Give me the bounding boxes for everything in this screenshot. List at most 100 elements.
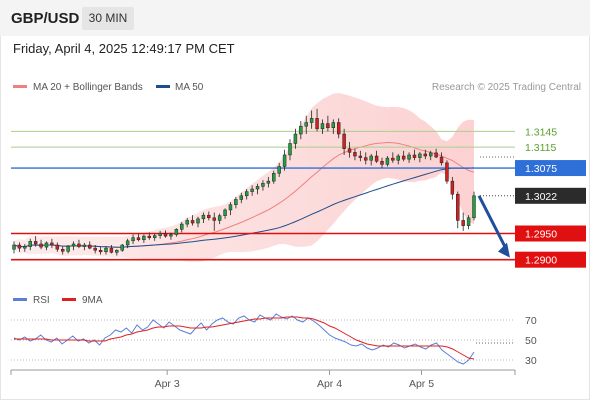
level-tag — [515, 251, 586, 268]
candle — [244, 189, 249, 200]
level-label: 1.3145 — [525, 126, 557, 138]
candle — [266, 176, 271, 188]
candle-body — [201, 214, 206, 220]
candle — [66, 245, 70, 254]
candle-body — [234, 199, 238, 205]
arrow-head — [498, 242, 510, 258]
candle — [33, 236, 38, 247]
candle-body — [207, 214, 211, 219]
timestamp: Friday, April 4, 2025 12:49:17 PM CET — [13, 41, 235, 56]
candle-body — [131, 237, 135, 242]
candle — [169, 232, 173, 240]
candle — [23, 243, 27, 252]
candle — [98, 246, 103, 255]
candle-body — [466, 217, 471, 226]
candle-body — [217, 215, 222, 221]
rsi-9ma-line — [14, 316, 475, 360]
candle-body — [98, 250, 103, 253]
candle — [342, 128, 346, 155]
candle — [239, 192, 244, 204]
candle-body — [282, 154, 287, 167]
candle-body — [147, 235, 152, 238]
candle-body — [347, 148, 352, 153]
candle-body — [299, 125, 303, 135]
candle-body — [109, 247, 114, 253]
candle-body — [369, 155, 373, 161]
candle — [450, 176, 455, 200]
candle-body — [266, 180, 271, 184]
candle-body — [277, 166, 281, 174]
candle-body — [169, 234, 173, 237]
candle-body — [385, 157, 390, 165]
candle-body — [423, 153, 428, 157]
candle-body — [185, 220, 189, 225]
candle-body — [82, 244, 87, 247]
level-label: 1.3075 — [525, 163, 557, 175]
candle — [331, 119, 336, 135]
candle-body — [136, 237, 141, 241]
candle — [396, 153, 400, 165]
candle-body — [336, 122, 341, 135]
candle — [60, 246, 65, 255]
candle-body — [450, 180, 455, 195]
candle-body — [152, 235, 157, 238]
candle-body — [391, 157, 395, 161]
candle — [104, 246, 108, 255]
candle-body — [50, 242, 54, 246]
candle — [174, 228, 179, 237]
candle — [439, 152, 444, 166]
candle-body — [331, 122, 336, 128]
candle-body — [309, 118, 314, 123]
rsi-tick-label: 50 — [525, 335, 537, 347]
candle-body — [374, 155, 379, 162]
candle-body — [17, 244, 22, 249]
candle — [17, 242, 22, 252]
candle — [358, 150, 363, 162]
candle — [136, 233, 141, 242]
level-label: 1.2950 — [525, 229, 557, 241]
candle-body — [401, 155, 406, 160]
candle-body — [396, 155, 400, 161]
candle — [250, 185, 254, 196]
candle — [423, 149, 428, 160]
bollinger-band — [14, 93, 474, 262]
timeframe-button[interactable]: 30 MIN — [82, 7, 134, 30]
chart-header: GBP/USD 30 MIN — [0, 0, 590, 36]
candle — [223, 208, 227, 219]
candle-body — [342, 133, 346, 149]
candle — [88, 241, 92, 250]
candle-body — [120, 244, 124, 251]
candle-body — [255, 186, 260, 190]
candle-body — [293, 133, 298, 144]
x-tick-label: Apr 5 — [409, 378, 434, 390]
candle — [201, 212, 206, 224]
candle — [131, 234, 135, 244]
bollinger-band-area — [14, 93, 474, 262]
candle-body — [196, 218, 200, 224]
x-tick-label: Apr 3 — [155, 378, 180, 390]
candle — [385, 156, 390, 167]
candle-body — [272, 173, 276, 182]
level-tag — [515, 160, 586, 177]
candle — [272, 170, 276, 184]
candle — [115, 249, 119, 256]
candle-body — [125, 240, 130, 246]
candle — [71, 241, 76, 251]
candle — [207, 211, 211, 221]
candle — [190, 215, 195, 226]
candle-body — [315, 118, 319, 130]
candle — [28, 238, 32, 251]
candle-body — [23, 246, 27, 249]
candle-body — [380, 161, 384, 165]
candle — [374, 150, 379, 163]
candle-body — [445, 162, 449, 182]
candle-body — [434, 152, 438, 158]
level-resistance-1.3115: 1.3115 — [11, 142, 556, 154]
candle-body — [456, 193, 460, 221]
candle — [282, 149, 287, 171]
rsi-panel: 70 50 30 — [11, 313, 537, 367]
candle — [315, 108, 319, 132]
candle — [428, 150, 433, 161]
candle — [461, 212, 465, 231]
